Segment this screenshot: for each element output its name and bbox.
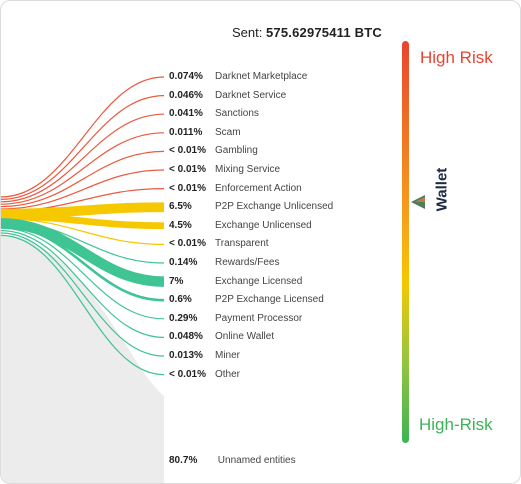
category-percent: 0.074% bbox=[169, 71, 203, 82]
category-name: Other bbox=[215, 368, 241, 380]
flow-line bbox=[1, 95, 165, 200]
sent-label: Sent: bbox=[232, 25, 263, 40]
unnamed-label: Unnamed entities bbox=[217, 455, 296, 466]
category-row: 0.046% Darknet Service bbox=[169, 89, 286, 103]
category-name: Darknet Service bbox=[215, 89, 287, 101]
flow-line bbox=[1, 76, 165, 198]
category-row: 0.14% Rewards/Fees bbox=[169, 256, 279, 270]
category-row: 4.5% Exchange Unlicensed bbox=[169, 219, 312, 233]
category-percent: < 0.01% bbox=[169, 164, 206, 175]
category-percent: 0.14% bbox=[169, 257, 198, 268]
category-row: < 0.01% Transparent bbox=[169, 237, 269, 251]
category-name: Scam bbox=[215, 126, 241, 138]
category-percent: 0.29% bbox=[169, 312, 198, 324]
flow-lines bbox=[1, 76, 165, 376]
category-name: Miner bbox=[215, 350, 241, 361]
category-percent: < 0.01% bbox=[169, 182, 206, 194]
flow-line bbox=[1, 132, 165, 205]
triangle-pointer-icon bbox=[411, 195, 425, 209]
unnamed-flow-band bbox=[1, 235, 164, 483]
low-risk-label: High-Risk bbox=[419, 415, 493, 434]
flow-line bbox=[1, 232, 165, 357]
flow-line bbox=[1, 218, 165, 245]
category-name: Sanctions bbox=[215, 108, 259, 120]
category-row: 0.29% Payment Processor bbox=[169, 312, 302, 326]
category-percent: 4.5% bbox=[169, 219, 192, 231]
category-percent: 6.5% bbox=[169, 201, 192, 213]
category-row: 0.048% Online Wallet bbox=[169, 330, 274, 344]
category-name: Darknet Marketplace bbox=[215, 71, 308, 82]
flow-line bbox=[1, 227, 165, 320]
category-row: < 0.01% Other bbox=[169, 368, 240, 382]
category-name: Enforcement Action bbox=[215, 182, 302, 194]
high-risk-label: High Risk bbox=[420, 48, 493, 67]
flow-line bbox=[1, 212, 165, 230]
category-percent: 0.041% bbox=[169, 108, 203, 120]
category-row: 0.011% Scam bbox=[169, 126, 241, 140]
flow-line bbox=[1, 224, 165, 302]
category-row: 7% Exchange Licensed bbox=[169, 275, 302, 289]
category-row: 0.6% P2P Exchange Licensed bbox=[169, 293, 324, 307]
category-name: Online Wallet bbox=[215, 331, 275, 343]
category-row: < 0.01% Mixing Service bbox=[169, 163, 280, 177]
category-percent: 0.048% bbox=[169, 331, 203, 343]
category-percent: 0.6% bbox=[169, 294, 192, 306]
category-name: P2P Exchange Licensed bbox=[215, 294, 324, 306]
unnamed-entities-row: 80.7% Unnamed entities bbox=[169, 454, 296, 468]
category-percent: 7% bbox=[169, 275, 184, 287]
sent-total: Sent: 575.62975411 BTC bbox=[232, 25, 382, 40]
risk-gradient-bar bbox=[402, 41, 409, 443]
category-row: 0.041% Sanctions bbox=[169, 107, 259, 121]
flow-line bbox=[1, 113, 165, 203]
category-row: < 0.01% Enforcement Action bbox=[169, 182, 302, 196]
category-row: < 0.01% Gambling bbox=[169, 144, 258, 158]
category-name: Mixing Service bbox=[215, 164, 281, 175]
category-name: Exchange Licensed bbox=[215, 275, 303, 287]
category-name: P2P Exchange Unlicensed bbox=[215, 201, 334, 213]
category-percent: 0.013% bbox=[169, 350, 203, 361]
flow-line bbox=[1, 150, 165, 208]
category-name: Transparent bbox=[215, 238, 269, 250]
flow-line bbox=[1, 218, 165, 287]
category-name: Payment Processor bbox=[215, 312, 303, 324]
category-row: 0.074% Darknet Marketplace bbox=[169, 70, 307, 84]
category-row: 0.013% Miner bbox=[169, 349, 240, 363]
category-name: Rewards/Fees bbox=[215, 257, 280, 268]
flow-line bbox=[1, 169, 165, 210]
category-percent: 0.046% bbox=[169, 89, 203, 101]
category-percent: < 0.01% bbox=[169, 145, 206, 157]
sent-amount: 575.62975411 BTC bbox=[265, 25, 382, 40]
category-row: 6.5% P2P Exchange Unlicensed bbox=[169, 200, 333, 214]
category-name: Exchange Unlicensed bbox=[215, 219, 312, 231]
flow-line bbox=[1, 234, 165, 376]
category-name: Gambling bbox=[215, 145, 258, 157]
wallet-label-text: Wallet bbox=[433, 167, 451, 212]
flow-line bbox=[1, 230, 165, 338]
category-percent: < 0.01% bbox=[169, 368, 206, 380]
category-percent: 0.011% bbox=[169, 126, 203, 138]
unnamed-percent: 80.7% bbox=[169, 455, 198, 466]
category-percent: < 0.01% bbox=[169, 238, 206, 250]
